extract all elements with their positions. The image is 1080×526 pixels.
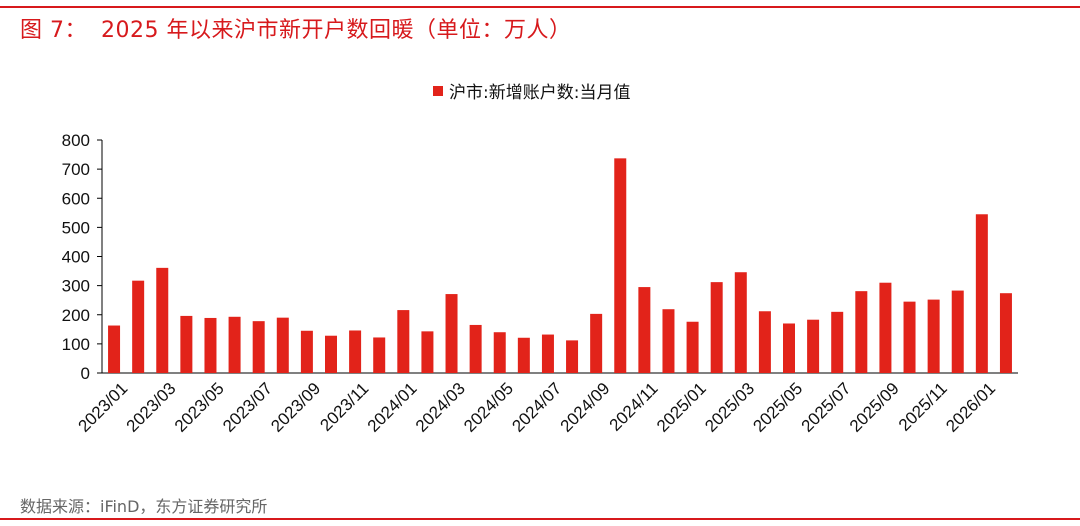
- bar: [975, 214, 988, 373]
- bar: [855, 291, 868, 373]
- source-note: 数据来源：iFinD，东方证券研究所: [20, 497, 268, 516]
- bar: [228, 316, 241, 373]
- legend-swatch: [433, 85, 443, 96]
- bar: [758, 311, 771, 373]
- x-tick-label: 2024/01: [364, 379, 421, 436]
- bar: [108, 325, 121, 373]
- bar: [590, 313, 603, 373]
- x-tick-label: 2024/05: [460, 379, 517, 436]
- bar: [276, 317, 289, 373]
- bar: [204, 317, 217, 373]
- bottom-rule: [0, 518, 1080, 520]
- x-tick-label: 2023/09: [267, 379, 324, 436]
- bar: [927, 299, 940, 373]
- bar: [951, 290, 964, 373]
- bar: [999, 293, 1012, 373]
- x-tick-label: 2026/01: [942, 379, 999, 436]
- bar: [638, 287, 651, 373]
- bar: [373, 337, 386, 373]
- bar: [710, 282, 723, 373]
- x-tick-label: 2023/11: [316, 379, 372, 435]
- bar: [469, 324, 482, 373]
- y-tick-label: 100: [62, 335, 90, 354]
- x-tick-label: 2023/03: [123, 379, 180, 436]
- chart-legend: 沪市:新增账户数:当月值: [433, 78, 630, 103]
- bar: [566, 340, 579, 373]
- bar: [541, 334, 554, 373]
- bar: [349, 330, 362, 373]
- y-tick-label: 400: [62, 248, 90, 267]
- bar: [879, 282, 892, 373]
- y-tick-label: 600: [62, 189, 90, 208]
- bar: [421, 331, 434, 373]
- bar: [325, 335, 337, 373]
- title-text: 2025 年以来沪市新开户数回暖（单位：万人）: [101, 18, 572, 43]
- bar: [132, 280, 145, 373]
- x-tick-label: 2023/05: [171, 379, 228, 436]
- bar: [493, 332, 506, 373]
- bar: [252, 321, 265, 373]
- bar: [686, 321, 699, 373]
- y-tick-label: 800: [62, 131, 90, 150]
- bar: [517, 337, 530, 373]
- x-tick-label: 2024/07: [508, 379, 565, 436]
- x-tick-label: 2024/09: [557, 379, 614, 436]
- x-tick-label: 2023/07: [219, 379, 276, 436]
- x-tick-label: 2023/01: [74, 379, 131, 436]
- x-tick-label: 2025/11: [895, 379, 951, 435]
- bar: [180, 315, 193, 373]
- bar-chart: 01002003004005006007008002023/012023/032…: [62, 131, 1018, 436]
- bar: [300, 330, 313, 373]
- bar: [445, 294, 458, 373]
- bar: [903, 301, 916, 373]
- bar: [831, 311, 844, 373]
- x-tick-label: 2025/01: [653, 379, 710, 436]
- figure-label: 图 7：: [20, 18, 87, 43]
- bar: [397, 310, 410, 373]
- y-tick-label: 300: [62, 277, 90, 296]
- bar: [156, 267, 169, 373]
- legend-label: 沪市:新增账户数:当月值: [449, 83, 631, 103]
- bar: [614, 158, 627, 373]
- bar: [662, 309, 675, 373]
- bar: [807, 319, 820, 373]
- x-tick-label: 2025/09: [846, 379, 903, 436]
- x-tick-label: 2025/03: [701, 379, 758, 436]
- y-tick-label: 700: [62, 160, 90, 179]
- y-tick-label: 500: [62, 218, 90, 237]
- x-tick-label: 2025/05: [749, 379, 806, 436]
- x-tick-label: 2024/11: [606, 379, 662, 435]
- x-tick-label: 2025/07: [798, 379, 855, 436]
- x-tick-label: 2024/03: [412, 379, 469, 436]
- bar: [783, 323, 795, 373]
- y-tick-label: 0: [81, 364, 90, 383]
- bar: [734, 272, 747, 373]
- y-tick-label: 200: [62, 306, 90, 325]
- top-rule: [0, 6, 1080, 8]
- figure-title: 图 7： 2025 年以来沪市新开户数回暖（单位：万人）: [20, 12, 571, 44]
